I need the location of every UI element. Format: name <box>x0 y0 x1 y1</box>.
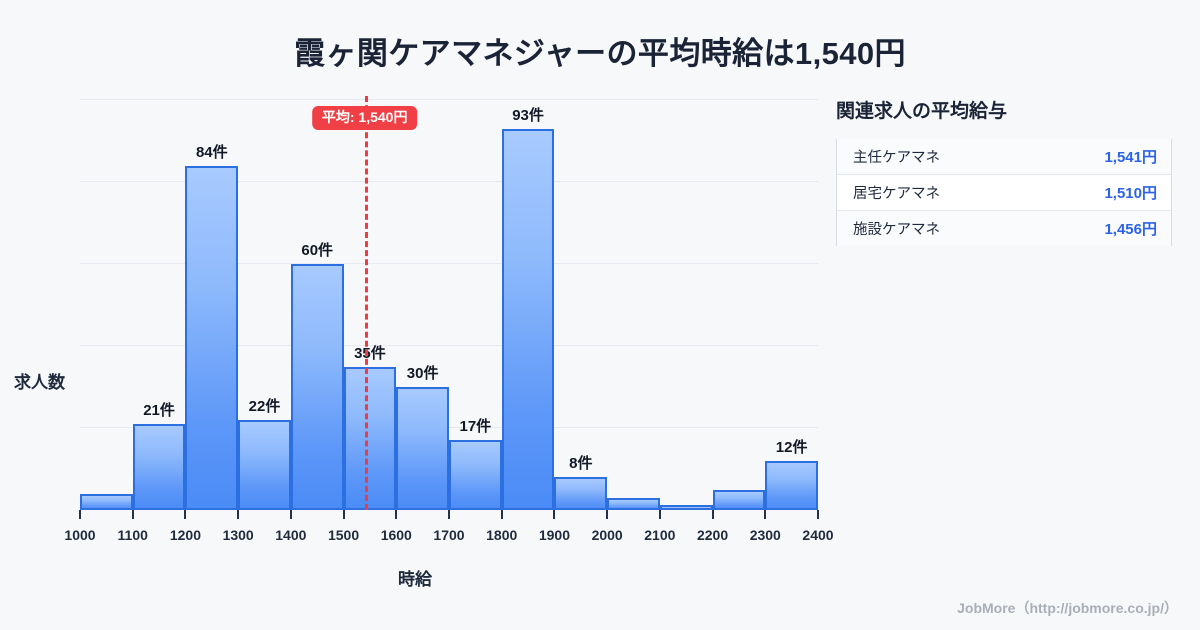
x-tick-mark <box>342 510 345 519</box>
x-axis-title: 時給 <box>398 570 432 589</box>
plot-area: 21件 84件 22件 60件 35件 30件 17件 93件 8件 12件 1000 1100 12… <box>64 96 834 543</box>
related-salary-title: 関連求人の平均給与 <box>836 101 1008 122</box>
histogram-bar <box>607 497 660 510</box>
bar-value-label: 12件 <box>775 438 808 456</box>
x-tick-label: 1200 <box>169 527 201 543</box>
chart-container: 求人数 時給 21件 84件 22件 60件 35件 30件 17件 93件 8件 12件 100… <box>0 90 834 590</box>
histogram-bar <box>290 264 344 510</box>
bar-value-label: 84件 <box>195 143 228 161</box>
average-badge: 平均: 1,540円 <box>311 106 418 131</box>
related-salary-row-value: 1,456円 <box>1104 221 1157 238</box>
bar-value-label: 17件 <box>459 418 492 436</box>
x-tick-mark <box>711 510 714 519</box>
related-salary-panel: 関連求人の平均給与 主任ケアマネ 1,541円居宅ケアマネ 1,510円施設ケアマネ… <box>836 96 1172 246</box>
y-axis-title: 求人数 <box>14 373 65 392</box>
related-salary-row-label: 施設ケアマネ <box>853 222 940 238</box>
x-tick-mark <box>289 510 292 519</box>
x-tick-mark <box>184 510 187 519</box>
gridline <box>80 99 818 100</box>
x-tick-label: 1900 <box>538 527 570 543</box>
x-tick-label: 1800 <box>486 527 518 543</box>
x-tick-label: 2000 <box>591 527 623 543</box>
bar-value-label: 93件 <box>512 106 544 124</box>
histogram-bar <box>501 128 555 510</box>
bar-value-label: 60件 <box>301 242 334 259</box>
related-salary-row-value: 1,510円 <box>1104 185 1157 202</box>
x-tick-mark <box>237 510 240 519</box>
x-tick-mark <box>658 510 661 519</box>
related-salary-row-label: 居宅ケアマネ <box>853 186 940 202</box>
x-tick-mark <box>817 510 819 519</box>
related-salary-row: 主任ケアマネ 1,541円 <box>837 139 1171 175</box>
histogram-bar <box>396 387 449 510</box>
bar-series: 21件 84件 22件 60件 35件 30件 17件 93件 8件 12件 <box>80 100 818 510</box>
bar-value-label: 8件 <box>569 455 593 473</box>
x-tick-label: 2200 <box>696 527 729 543</box>
x-tick-label: 1100 <box>117 527 148 543</box>
x-tick-label: 1400 <box>275 527 307 543</box>
histogram-bar <box>132 423 186 510</box>
histogram-bar <box>765 460 818 510</box>
x-tick-mark <box>500 510 503 519</box>
related-salary-row-value: 1,541円 <box>1104 149 1157 166</box>
x-tick-label: 1500 <box>327 527 360 543</box>
x-tick-label: 2100 <box>644 527 676 543</box>
x-tick-mark <box>764 510 767 519</box>
related-salary-table: 主任ケアマネ 1,541円居宅ケアマネ 1,510円施設ケアマネ 1,456円 <box>836 139 1172 246</box>
histogram-bar <box>238 419 291 510</box>
x-tick-mark <box>79 510 81 519</box>
x-tick-mark <box>606 510 609 519</box>
histogram-bar <box>185 165 239 510</box>
x-tick-mark <box>395 510 398 519</box>
histogram-bar <box>659 505 713 510</box>
x-tick-label: 1600 <box>380 527 412 543</box>
histogram-bar <box>80 493 133 510</box>
histogram-bar <box>554 477 608 510</box>
gridline <box>80 427 818 428</box>
related-salary-row: 居宅ケアマネ 1,510円 <box>837 175 1171 211</box>
x-tick-mark <box>448 510 450 519</box>
bar-value-label: 30件 <box>406 365 439 382</box>
bar-value-label: 21件 <box>143 401 175 419</box>
x-tick-label: 1300 <box>222 527 254 543</box>
bar-value-label: 22件 <box>248 397 281 415</box>
gridline <box>80 345 818 346</box>
x-tick-mark <box>131 510 134 519</box>
x-axis-baseline <box>80 508 818 510</box>
gridline <box>80 263 818 264</box>
bar-value-label: 35件 <box>354 344 386 362</box>
x-tick-label: 2300 <box>749 527 781 543</box>
histogram-bar <box>712 489 766 510</box>
x-tick-label: 1700 <box>433 527 465 543</box>
footer-attribution: JobMore（http://jobmore.co.jp/） <box>957 600 1178 616</box>
x-tick-mark <box>553 510 556 519</box>
related-salary-row-label: 主任ケアマネ <box>853 150 940 166</box>
histogram-bar <box>343 366 397 510</box>
page-title: 霞ヶ関ケアマネジャーの平均時給は1,540円 <box>294 36 906 71</box>
related-salary-row: 施設ケアマネ 1,456円 <box>837 211 1171 246</box>
histogram-bar <box>449 440 502 510</box>
gridline <box>80 181 818 182</box>
x-tick-label: 2400 <box>802 527 834 543</box>
average-line <box>364 96 368 510</box>
x-tick-label: 1000 <box>64 527 96 543</box>
